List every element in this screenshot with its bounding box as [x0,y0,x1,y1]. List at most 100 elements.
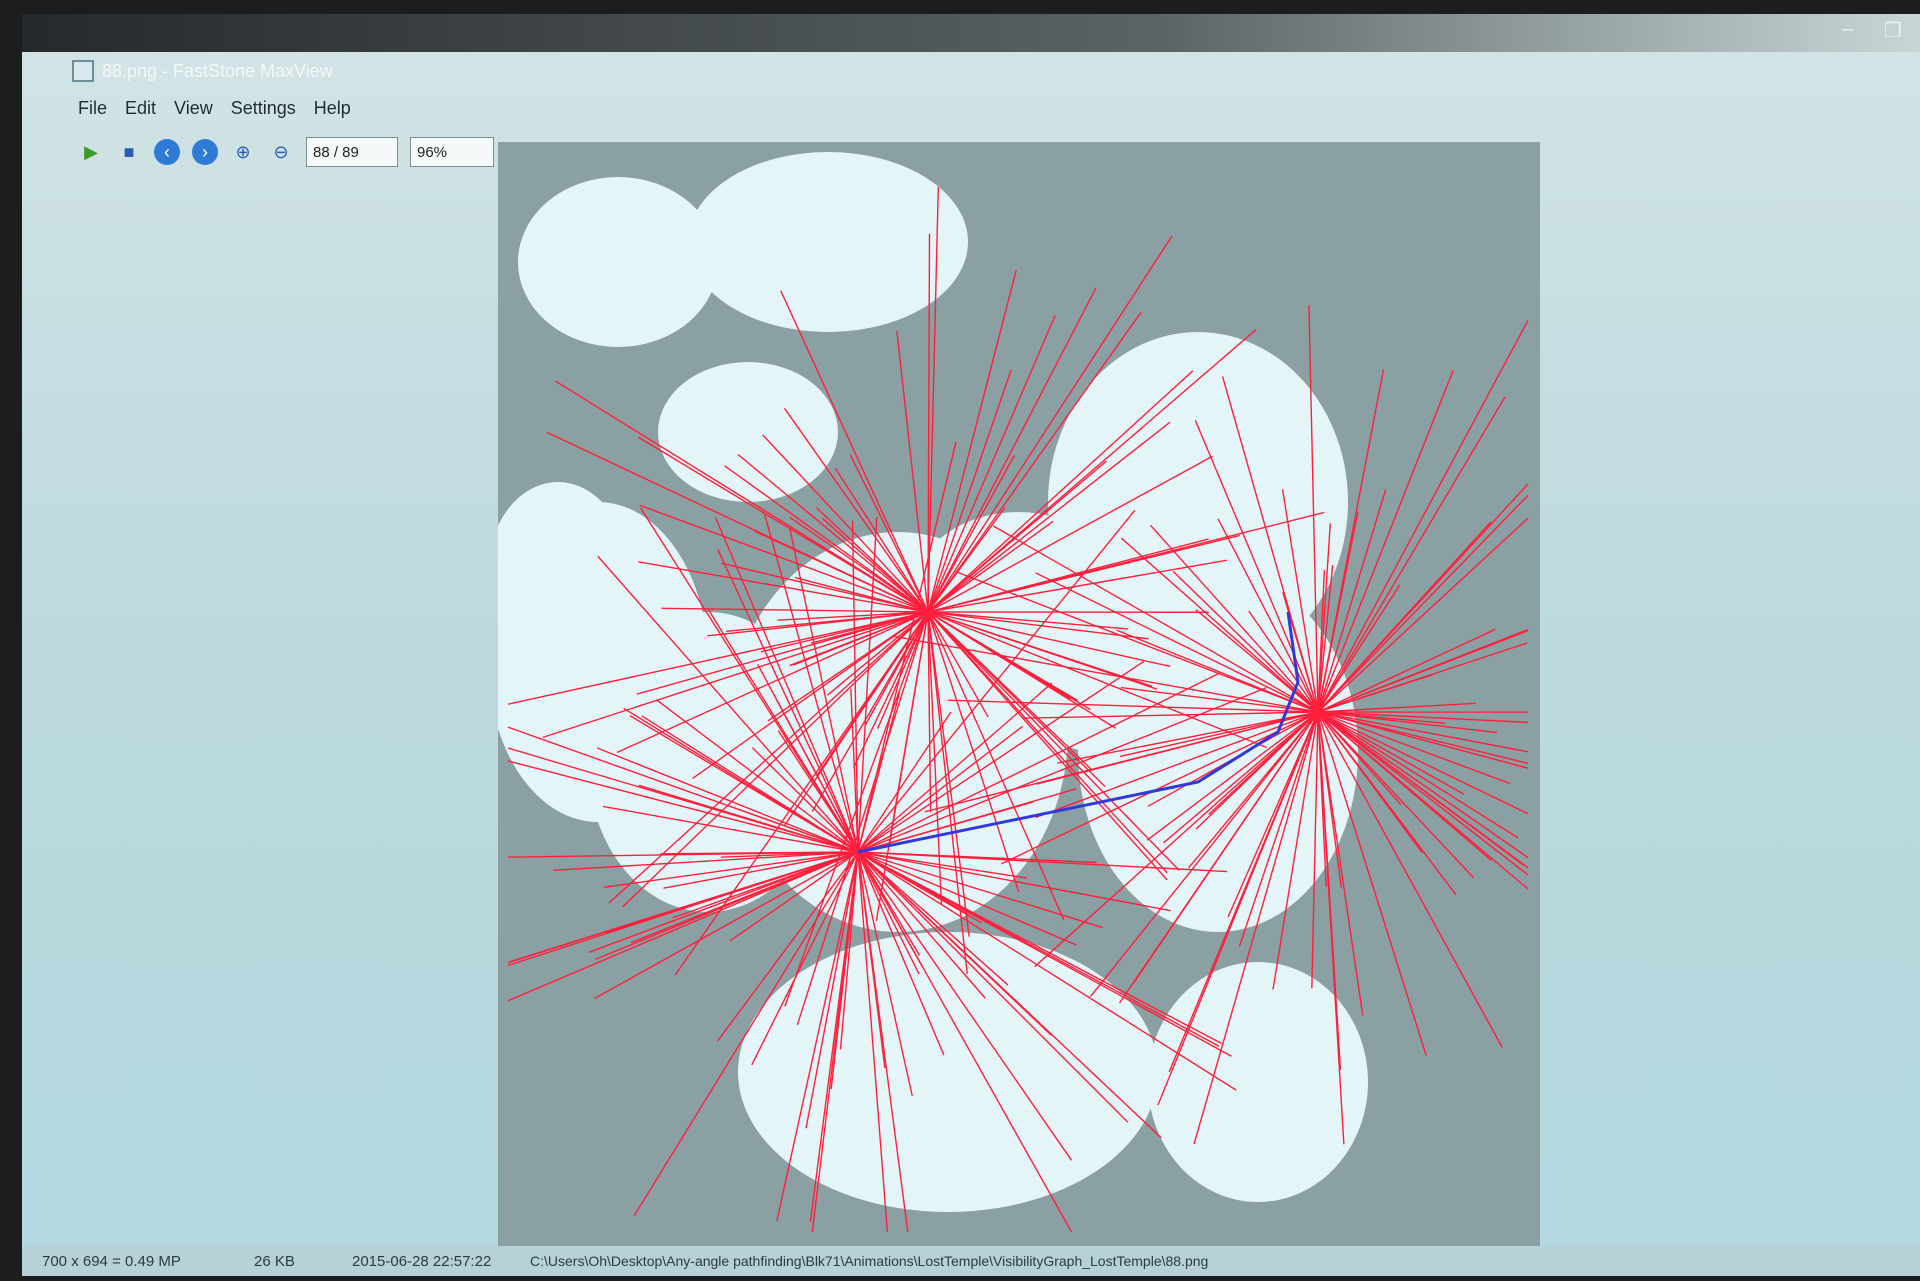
visibility-edge [1272,711,1319,990]
visibility-edge [927,611,932,813]
visibility-edge [822,518,929,613]
app-icon [72,60,94,82]
open-icon[interactable]: ▶ [84,141,98,162]
visibility-edge [1317,565,1334,713]
window-title: 88.png - FastStone MaxView [102,60,333,81]
visibility-edge [1317,320,1529,713]
visibility-edge [1317,711,1498,734]
visibility-edge [1118,711,1319,1004]
visibility-edge [1120,686,1319,713]
visibility-edge [661,607,929,613]
visibility-edge [927,611,1171,668]
visibility-edge [927,370,1194,613]
visibility-edge [857,851,1171,912]
visibility-edge [857,851,889,1233]
visibility-edge [784,611,929,1007]
menu-file[interactable]: File [78,98,108,118]
visibility-edge [1317,523,1331,713]
zoom-out-icon[interactable]: ⊖ [273,141,289,162]
zoom-in-icon[interactable]: ⊕ [235,141,251,162]
visibility-edge [1317,369,1385,713]
visibility-edge [1317,711,1446,725]
menu-settings[interactable]: Settings [230,98,296,118]
visibility-edge [1317,369,1454,713]
visibility-edge [780,290,929,613]
menu-view[interactable]: View [174,98,213,118]
visibility-edge [1317,711,1475,879]
visibility-edge [992,525,1319,713]
visibility-edge [1194,420,1319,713]
visibility-edge [927,611,1180,871]
visibility-edge [672,851,859,919]
visibility-edge [636,611,929,695]
visibility-edge [1217,518,1319,713]
menu-help[interactable]: Help [313,98,351,118]
visibility-edge [707,609,859,853]
visibility-edge [507,760,859,853]
visibility-edge [927,611,989,718]
restore-icon[interactable]: ❐ [1884,20,1902,42]
visibility-edge [927,611,1168,881]
visibility-edge [1195,711,1319,830]
visibility-edge [1120,537,1319,713]
visibility-edge [1317,711,1343,889]
found-path [857,611,1300,854]
status-bar: 700 x 694 = 0.49 MP 26 KB 2015-06-28 22:… [22,1246,1920,1276]
visibility-edge [876,611,929,729]
visibility-edge [716,851,859,1042]
visibility-edge [717,549,859,853]
visibility-edge [757,664,859,853]
zoom-select[interactable] [410,137,494,167]
visibility-edge [849,454,929,613]
shortest-path-line [857,611,1300,854]
visibility-edge [851,520,859,853]
free-space-regions [488,152,1368,1212]
visibility-edge [1311,711,1319,989]
visibility-edge [924,711,1319,813]
visibility-edge [857,851,1228,873]
visibility-edge [1317,711,1327,887]
visibility-edge [857,851,1077,946]
visibility-edge [1090,711,1319,997]
visibility-edge [1317,702,1476,713]
visibility-edge [1317,628,1496,713]
visibility-edge [597,555,859,853]
visibility-edge [857,851,1073,1161]
next-icon[interactable]: › [192,139,218,165]
visibility-edge [927,611,1065,921]
visibility-edge [603,851,859,889]
visibility-edge [714,517,859,853]
visibility-edge [1317,711,1503,1048]
status-path: C:\Users\Oh\Desktop\Any-angle pathfindin… [530,1253,1209,1269]
page-input[interactable] [306,137,398,167]
visibility-edge [1317,711,1529,765]
visibility-edge [1317,494,1529,713]
visibility-edge [927,611,1093,771]
visibility-edge [1317,711,1465,795]
visibility-edge [927,235,1173,613]
visibility-edge [1119,711,1319,758]
visibility-edge [553,851,859,872]
menu-edit[interactable]: Edit [125,98,157,118]
visibility-edge [692,611,929,780]
visibility-edge [777,611,929,621]
visibility-edge [927,611,968,975]
visibility-edge [1317,711,1529,876]
free-region [688,152,968,332]
visibility-edge [1317,711,1529,890]
visibility-edge [947,699,1319,713]
visibility-edge [927,460,1107,613]
visibility-edge [927,315,1056,613]
visibility-edge [927,611,1149,640]
visibility-edge [760,611,929,653]
visibility-edge [1238,711,1319,947]
visibility-edge [602,805,859,853]
save-icon[interactable]: ■ [123,141,135,162]
visibility-edge [1317,489,1387,713]
visibility-edge [588,851,859,953]
previous-icon[interactable]: ‹ [154,139,180,165]
visibility-edge [622,611,929,908]
minimize-icon[interactable]: – [1842,18,1854,40]
visibility-edge [1157,711,1319,1106]
visibility-edge [796,611,929,1026]
